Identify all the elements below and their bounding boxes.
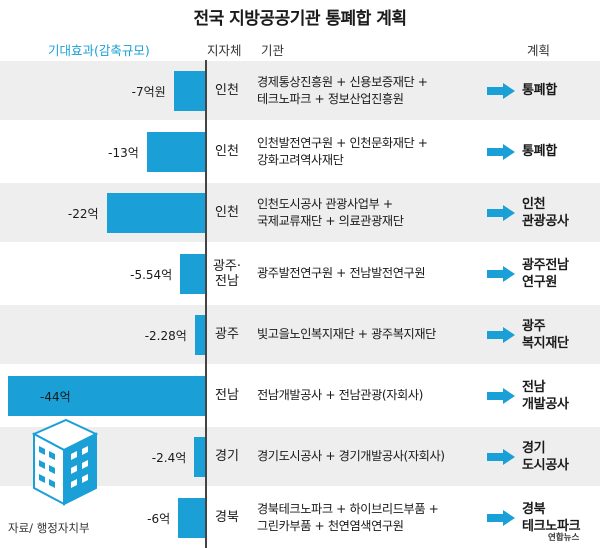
- plan-label: 경북 테크노파크: [522, 501, 600, 535]
- building-icon: [31, 418, 99, 506]
- plan-label: 전남 개발공사: [522, 379, 600, 413]
- org-list: 경북테크노파크 + 하이브리드부품 + 그린카부품 + 천연염색연구원: [257, 501, 482, 535]
- plan-text: 연구원: [522, 274, 557, 290]
- right-arrow-icon: [487, 387, 515, 404]
- bar-value-label: -7억원: [131, 84, 166, 99]
- org-text: 강화고려역사재단: [257, 152, 344, 167]
- region-label: 경북: [208, 510, 246, 525]
- org-list: 경제통상진흥원 + 신용보증재단 + 테크노파크 + 정보산업진흥원: [257, 74, 482, 108]
- yonhap-logo: 연합뉴스: [548, 533, 580, 543]
- bar-value-label: -13억: [108, 145, 139, 160]
- org-list: 인천도시공사 관광사업부 + 국제교류재단 + 의료관광재단: [257, 196, 482, 230]
- org-text: 빛고을노인복지재단 + 광주복지재단: [257, 327, 436, 341]
- page-title: 전국 지방공공기관 통폐합 계획: [193, 9, 407, 29]
- right-arrow-icon: [487, 143, 515, 160]
- org-list: 빛고을노인복지재단 + 광주복지재단: [257, 326, 482, 343]
- plan-label: 광주전남 연구원: [522, 257, 600, 291]
- region-label: 인천: [208, 205, 246, 220]
- region-text: 광주·: [212, 258, 242, 274]
- plan-text: 광주전남: [522, 257, 569, 273]
- header-effect: 기대효과(감축규모): [48, 43, 150, 58]
- plan-text: 관광공사: [522, 213, 569, 229]
- right-arrow-icon: [487, 448, 515, 465]
- bar-value-label: -2.4억: [151, 450, 187, 465]
- plan-text: 전남: [522, 379, 546, 395]
- plan-text: 통폐합: [522, 83, 557, 98]
- plan-text: 개발공사: [522, 396, 569, 412]
- right-arrow-icon: [487, 326, 515, 343]
- org-list: 경기도시공사 + 경기개발공사(자회사): [257, 448, 482, 465]
- org-text: 그린카부품 + 천연염색연구원: [257, 518, 404, 533]
- region-label: 광주: [208, 327, 246, 342]
- header-org: 기관: [261, 43, 285, 58]
- region-text: 경기: [215, 449, 239, 464]
- right-arrow-icon: [487, 82, 515, 99]
- merger-chart: -7억원 인천 경제통상진흥원 + 신용보증재단 + 테크노파크 + 정보산업진흥원 통…: [0, 60, 600, 548]
- region-label: 전남: [208, 388, 246, 403]
- plan-text: 경기: [522, 440, 546, 456]
- bar-value-label: -44억: [40, 389, 71, 404]
- org-list: 인천발전연구원 + 인천문화재단 + 강화고려역사재단: [257, 135, 482, 169]
- org-text: 인천발전연구원 + 인천문화재단 +: [257, 135, 428, 150]
- plan-text: 통폐합: [522, 144, 557, 159]
- header-plan: 계획: [527, 43, 551, 58]
- right-arrow-icon: [487, 509, 515, 526]
- bar-value-label: -5.54억: [130, 267, 173, 282]
- region-text: 인천: [215, 144, 239, 159]
- org-text: 경북테크노파크 + 하이브리드부품 +: [257, 501, 439, 516]
- right-arrow-icon: [487, 204, 515, 221]
- plan-label: 광주 복지재단: [522, 318, 600, 352]
- region-text: 인천: [215, 83, 239, 98]
- region-text: 전남: [215, 273, 239, 289]
- right-arrow-icon: [487, 265, 515, 282]
- org-list: 전남개발공사 + 전남관광(자회사): [257, 387, 482, 404]
- plan-label: 경기 도시공사: [522, 440, 600, 474]
- plan-label: 통폐합: [522, 82, 600, 99]
- plan-text: 복지재단: [522, 335, 569, 351]
- plan-label: 통폐합: [522, 143, 600, 160]
- org-list: 광주발전연구원 + 전남발전연구원: [257, 265, 482, 282]
- region-text: 인천: [215, 205, 239, 220]
- region-text: 광주: [215, 327, 239, 342]
- org-text: 전남개발공사 + 전남관광(자회사): [257, 388, 424, 402]
- bar-value-label: -2.28억: [144, 328, 187, 343]
- bar: [180, 253, 205, 294]
- plan-text: 인천: [522, 196, 546, 212]
- bar: [173, 70, 205, 111]
- source-note: 자료/ 행정자치부: [8, 521, 90, 535]
- plan-text: 테크노파크: [522, 518, 581, 534]
- org-text: 인천도시공사 관광사업부 +: [257, 196, 393, 211]
- org-text: 국제교류재단 + 의료관광재단: [257, 213, 404, 228]
- region-text: 경북: [215, 510, 239, 525]
- region-label: 경기: [208, 449, 246, 464]
- bar: [194, 436, 205, 477]
- bar: [146, 131, 205, 172]
- plan-text: 광주: [522, 318, 546, 334]
- header-region: 지자체: [207, 43, 242, 58]
- org-text: 경제통상진흥원 + 신용보증재단 +: [257, 74, 428, 89]
- bar-value-label: -6억: [147, 511, 171, 526]
- org-text: 광주발전연구원 + 전남발전연구원: [257, 266, 426, 280]
- region-label: 인천: [208, 144, 246, 159]
- org-text: 테크노파크 + 정보산업진흥원: [257, 91, 404, 106]
- bar: [178, 497, 205, 538]
- bar: [8, 375, 205, 416]
- region-text: 전남: [215, 388, 239, 403]
- bar: [106, 192, 205, 233]
- region-label: 인천: [208, 83, 246, 98]
- plan-text: 도시공사: [522, 457, 569, 473]
- zero-axis-line: [205, 60, 207, 548]
- plan-text: 경북: [522, 501, 546, 517]
- plan-label: 인천 관광공사: [522, 196, 600, 230]
- bar-value-label: -22억: [67, 206, 99, 221]
- bar: [194, 314, 205, 355]
- org-text: 경기도시공사 + 경기개발공사(자회사): [257, 449, 445, 463]
- region-label: 광주· 전남: [208, 259, 246, 289]
